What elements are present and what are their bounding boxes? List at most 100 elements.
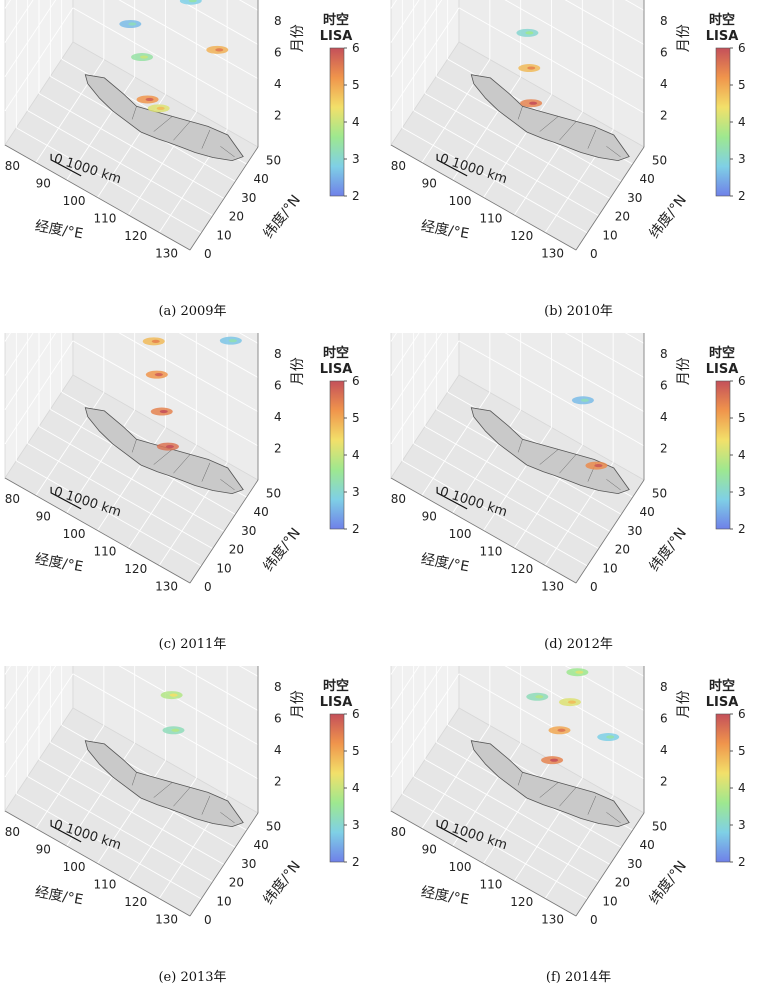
x-tick-label: 110 — [93, 544, 116, 558]
z-tick-label: 8 — [274, 14, 282, 28]
z-tick-label: 8 — [660, 14, 668, 28]
y-tick-label: 40 — [253, 838, 268, 852]
scale-bar — [50, 819, 82, 843]
chart-svg: 80901001101201300102030405024681012经度/°E… — [4, 0, 360, 261]
z-axis-label: 月份 — [676, 690, 692, 718]
x-tick-label: 130 — [541, 246, 564, 260]
lisa-cluster-core — [527, 66, 536, 70]
x-tick-label: 90 — [36, 842, 51, 856]
lisa-cluster-core — [128, 22, 137, 26]
z-axis-label: 月份 — [290, 690, 306, 718]
x-tick-label: 110 — [479, 877, 502, 891]
x-tick-label: 80 — [391, 825, 406, 839]
y-tick-label: 40 — [639, 172, 654, 186]
province-border — [201, 462, 211, 482]
x-tick-label: 90 — [422, 842, 437, 856]
x-tick-label: 100 — [63, 860, 86, 874]
colorbar-title: 时空 — [323, 678, 349, 694]
colorbar-tick-label: 2 — [352, 522, 360, 536]
colorbar-tick-label: 2 — [352, 855, 360, 869]
y-tick-label: 10 — [216, 561, 231, 575]
y-tick-label: 50 — [266, 153, 281, 167]
x-tick-label: 100 — [449, 527, 472, 541]
x-tick-label: 110 — [93, 877, 116, 891]
colorbar — [329, 713, 345, 863]
region-map — [470, 74, 630, 162]
lisa-cluster-core — [154, 373, 163, 377]
x-axis-label: 经度/°E — [420, 218, 471, 242]
y-tick-label: 50 — [652, 819, 667, 833]
y-tick-label: 0 — [204, 247, 212, 261]
colorbar-tick-label: 4 — [738, 448, 746, 462]
y-tick-label: 10 — [602, 894, 617, 908]
chart-panel: 80901001101201300102030405024681012经度/°E… — [386, 333, 771, 663]
colorbar-tick-label: 4 — [738, 115, 746, 129]
grid-line — [564, 0, 645, 45]
province-border — [131, 772, 137, 786]
y-axis-line — [189, 146, 259, 251]
z-tick-label: 6 — [660, 378, 668, 392]
province-border — [606, 146, 621, 158]
z-tick-label: 6 — [660, 711, 668, 725]
x-tick-label: 120 — [124, 895, 147, 909]
x-tick-label: 130 — [155, 579, 178, 593]
lisa-cluster-core — [169, 693, 178, 697]
x-tick-label: 110 — [479, 544, 502, 558]
z-tick-label: 6 — [274, 45, 282, 59]
y-axis-label: 纬度/°N — [646, 525, 690, 574]
province-border — [220, 812, 235, 824]
z-tick-label: 6 — [660, 45, 668, 59]
x-tick-label: 80 — [5, 159, 20, 173]
cluster-group — [526, 668, 620, 765]
colorbar-tick-label: 6 — [738, 707, 746, 721]
province-border — [587, 795, 597, 815]
lisa-cluster-core — [550, 758, 559, 762]
panel-caption: (a) 2009年 — [158, 304, 227, 319]
colorbar-tick-label: 2 — [738, 855, 746, 869]
colorbar-tick-label: 4 — [738, 781, 746, 795]
lisa-cluster-core — [171, 728, 180, 732]
province-border — [517, 106, 523, 120]
y-tick-label: 10 — [602, 228, 617, 242]
y-tick-label: 30 — [627, 524, 642, 538]
y-tick-label: 20 — [229, 543, 244, 557]
lisa-cluster-core — [145, 97, 154, 102]
z-tick-label: 2 — [274, 441, 282, 455]
province-border — [173, 454, 191, 474]
province-border — [517, 439, 523, 453]
province-border — [173, 121, 191, 141]
y-tick-label: 30 — [627, 191, 642, 205]
z-tick-label: 4 — [274, 743, 282, 757]
province-border — [201, 129, 211, 149]
panel-caption: (b) 2010年 — [544, 304, 613, 319]
z-tick-label: 8 — [660, 680, 668, 694]
y-tick-label: 0 — [590, 247, 598, 261]
x-tick-label: 130 — [541, 579, 564, 593]
y-tick-label: 30 — [241, 191, 256, 205]
colorbar-title: LISA — [320, 29, 353, 44]
z-tick-label: 8 — [274, 347, 282, 361]
grid-line — [178, 0, 259, 45]
chart-svg: 80901001101201300102030405024681012经度/°E… — [4, 666, 360, 927]
lisa-cluster-core — [529, 101, 538, 105]
y-axis-label: 纬度/°N — [646, 858, 690, 907]
y-tick-label: 40 — [253, 505, 268, 519]
colorbar-tick-label: 5 — [352, 78, 360, 92]
z-tick-label: 4 — [274, 410, 282, 424]
lisa-cluster-core — [535, 695, 544, 699]
z-tick-label: 4 — [660, 77, 668, 91]
lisa-cluster-core — [156, 106, 165, 110]
colorbar-title: 时空 — [323, 345, 349, 361]
y-tick-label: 40 — [639, 505, 654, 519]
y-axis-line — [189, 479, 259, 584]
y-tick-label: 0 — [204, 580, 212, 594]
y-tick-label: 20 — [615, 543, 630, 557]
scale-bar — [436, 486, 468, 510]
province-border — [587, 129, 597, 149]
x-axis-label: 经度/°E — [420, 884, 471, 908]
y-tick-label: 50 — [266, 486, 281, 500]
colorbar — [329, 380, 345, 530]
province-border — [606, 479, 621, 491]
chart-panel: 80901001101201300102030405024681012经度/°E… — [0, 666, 385, 996]
